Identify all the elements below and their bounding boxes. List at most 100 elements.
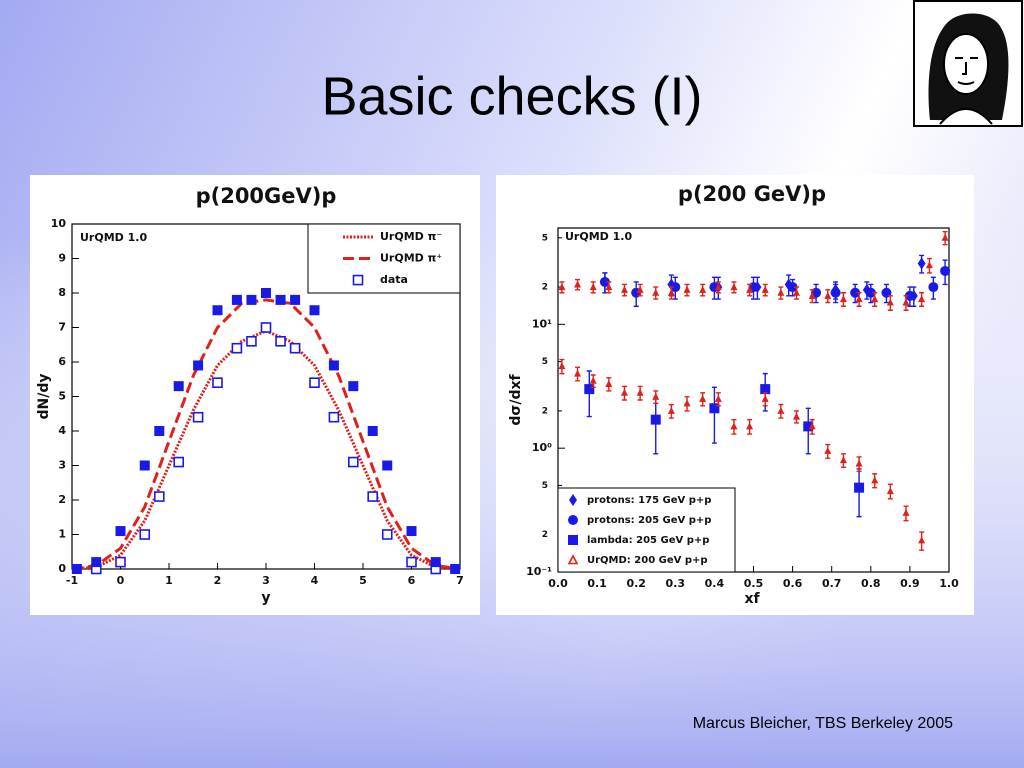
annotation: UrQMD 1.0 bbox=[565, 230, 632, 243]
marker bbox=[636, 388, 644, 396]
marker bbox=[584, 384, 595, 395]
y-tick-label: 1 bbox=[58, 528, 66, 541]
x-tick-label: 0.1 bbox=[587, 577, 607, 590]
portrait-collar bbox=[939, 108, 993, 125]
marker bbox=[886, 298, 894, 306]
marker bbox=[406, 556, 417, 568]
marker bbox=[824, 446, 832, 454]
marker bbox=[328, 360, 339, 371]
marker bbox=[941, 233, 949, 241]
marker bbox=[667, 288, 675, 296]
marker bbox=[260, 322, 272, 333]
marker bbox=[865, 287, 876, 298]
legend-label: UrQMD: 200 GeV p+p bbox=[587, 555, 708, 566]
x-axis-label: xf bbox=[744, 591, 760, 607]
y-tick-label: 5 bbox=[542, 357, 548, 367]
marker bbox=[328, 411, 340, 423]
y-tick-label: 4 bbox=[58, 424, 66, 437]
marker bbox=[855, 295, 863, 303]
marker bbox=[589, 376, 597, 384]
chart-title: p(200GeV)p bbox=[196, 184, 337, 208]
marker bbox=[212, 305, 223, 316]
marker bbox=[115, 556, 126, 568]
footer: Marcus Bleicher, TBS Berkeley 2005 bbox=[693, 715, 953, 732]
marker bbox=[246, 294, 257, 305]
marker bbox=[902, 298, 910, 306]
legend-label: protons: 205 GeV p+p bbox=[587, 515, 711, 526]
marker bbox=[212, 377, 223, 389]
y-tick-label: 9 bbox=[58, 252, 66, 265]
marker bbox=[139, 529, 151, 540]
x-tick-label: 0.7 bbox=[822, 577, 842, 590]
marker bbox=[450, 564, 461, 574]
legend-swatch bbox=[567, 554, 579, 565]
legend-label: data bbox=[380, 273, 408, 286]
y-tick-label: 5 bbox=[542, 481, 548, 491]
x-tick-label: 0.6 bbox=[783, 577, 803, 590]
marker bbox=[367, 491, 379, 502]
marker bbox=[620, 388, 628, 396]
marker bbox=[918, 295, 926, 303]
marker bbox=[558, 283, 566, 291]
marker bbox=[699, 394, 707, 402]
x-tick-label: 4 bbox=[311, 574, 319, 587]
legend-label: lambda: 205 GeV p+p bbox=[587, 535, 709, 546]
legend-label: protons: 175 GeV p+p bbox=[587, 495, 711, 506]
marker bbox=[928, 282, 939, 293]
marker bbox=[855, 459, 863, 467]
marker bbox=[309, 377, 320, 389]
marker bbox=[709, 403, 720, 414]
x-tick-label: 6 bbox=[408, 574, 416, 587]
marker bbox=[605, 379, 613, 387]
marker bbox=[904, 290, 915, 301]
marker bbox=[231, 294, 242, 305]
legend-label: UrQMD π⁺ bbox=[380, 252, 442, 265]
marker bbox=[830, 287, 841, 298]
marker bbox=[430, 557, 441, 568]
y-tick-label: 8 bbox=[58, 286, 66, 299]
marker bbox=[574, 369, 582, 377]
marker bbox=[261, 288, 271, 298]
y-tick-label: 2 bbox=[542, 283, 548, 293]
marker bbox=[636, 285, 644, 293]
error-bar bbox=[711, 386, 717, 444]
y-tick-label: 10¹ bbox=[532, 317, 552, 330]
marker bbox=[917, 257, 926, 270]
marker bbox=[777, 288, 785, 296]
marker bbox=[620, 285, 628, 293]
marker bbox=[746, 285, 754, 293]
marker bbox=[808, 422, 816, 430]
marker bbox=[854, 482, 865, 493]
legend-box bbox=[557, 487, 736, 573]
y-tick-label: 0 bbox=[58, 562, 66, 575]
marker bbox=[886, 487, 894, 495]
chart-title: p(200 GeV)p bbox=[678, 182, 826, 206]
marker bbox=[382, 460, 393, 471]
x-tick-label: 0.8 bbox=[861, 577, 881, 590]
legend-swatch bbox=[569, 494, 577, 506]
marker bbox=[652, 288, 660, 296]
marker bbox=[348, 381, 359, 392]
marker bbox=[275, 294, 286, 305]
y-tick-label: 10⁻¹ bbox=[526, 565, 552, 578]
x-tick-label: 0.4 bbox=[705, 577, 725, 590]
marker bbox=[652, 392, 660, 400]
x-axis-label: y bbox=[261, 590, 270, 606]
marker bbox=[589, 283, 597, 291]
y-axis-label: dσ/dxf bbox=[508, 374, 524, 426]
marker bbox=[139, 460, 150, 471]
marker bbox=[777, 406, 785, 414]
marker bbox=[683, 285, 691, 293]
marker bbox=[793, 288, 801, 296]
marker bbox=[871, 476, 879, 484]
y-tick-label: 5 bbox=[542, 233, 548, 243]
marker bbox=[173, 456, 184, 468]
marker bbox=[850, 287, 861, 298]
x-tick-label: 0.0 bbox=[548, 577, 568, 590]
marker bbox=[309, 305, 320, 316]
marker bbox=[714, 394, 722, 402]
marker bbox=[918, 536, 926, 544]
marker bbox=[574, 280, 582, 288]
marker bbox=[91, 557, 102, 568]
